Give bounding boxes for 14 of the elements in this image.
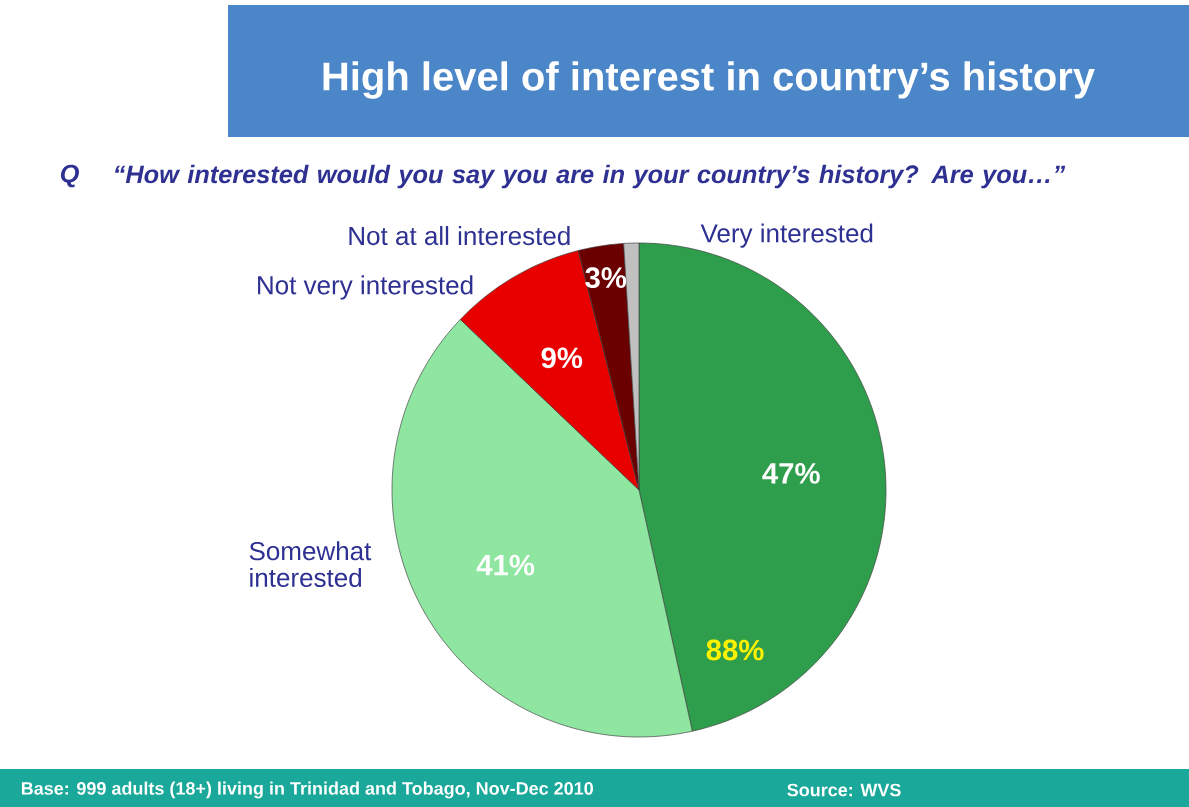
data-label: 3%	[585, 267, 627, 289]
text: Base: 999 adults (18+) living in Trinidad and Tobago, Nov-Dec 2010	[21, 781, 593, 799]
data-label: 9%	[541, 347, 583, 369]
data-label: 41%	[476, 554, 535, 576]
slice-label: Not very interested	[258, 275, 473, 300]
text: Q	[60, 164, 79, 188]
slice-label: Very interested	[700, 223, 873, 248]
slice-label: Not at all interested	[349, 226, 570, 246]
source-note: Source: WVS	[787, 783, 901, 797]
chart-subtitle: “How interested would you say you are in your country’s history? Are you…”	[115, 164, 1066, 189]
chart-title: High level of interest in country’s history	[323, 61, 1095, 99]
text: 88%	[706, 639, 764, 661]
data-label: 47%	[762, 463, 820, 484]
slice-label: Somewhat interested	[249, 541, 372, 587]
